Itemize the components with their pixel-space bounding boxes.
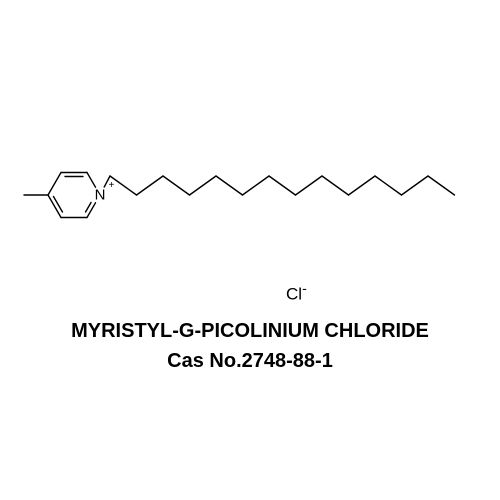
figure-container: N+ Cl- MYRISTYL-G-PICOLINIUM CHLORIDE Ca… <box>0 0 500 500</box>
svg-text:+: + <box>109 180 115 191</box>
counterion-label: Cl- <box>286 281 307 305</box>
counterion-text: Cl <box>286 285 302 304</box>
svg-text:N: N <box>95 187 106 204</box>
cas-number: Cas No.2748-88-1 <box>0 350 500 373</box>
compound-name: MYRISTYL-G-PICOLINIUM CHLORIDE <box>0 320 500 343</box>
molecular-structure-svg: N+ <box>12 130 488 260</box>
counterion-charge: - <box>302 281 307 297</box>
